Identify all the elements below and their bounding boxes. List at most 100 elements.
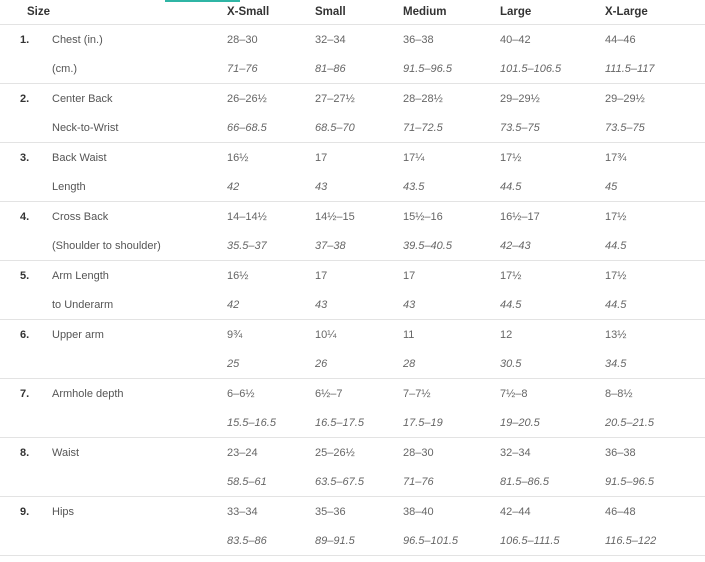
value-small-cm: 16.5–17.5 [315, 408, 403, 438]
row-number: 7. [20, 387, 30, 400]
value-x-large-cm: 91.5–96.5 [605, 467, 705, 497]
value-large-in: 12 [500, 328, 513, 341]
value-x-small-in: 6–6½ [227, 387, 255, 400]
measurement-row-8-inches: 8. Waist 23–24 25–26½ 28–30 32–34 36–38 [0, 438, 705, 468]
measurement-sublabel [52, 467, 227, 497]
value-x-small-in: 9¾ [227, 328, 243, 341]
measurement-row-6-cm: 25 26 28 30.5 34.5 [0, 349, 705, 379]
value-large-cm: 101.5–106.5 [500, 54, 605, 84]
value-small-cm: 63.5–67.5 [315, 467, 403, 497]
value-x-small-cm: 66–68.5 [227, 113, 315, 143]
value-large-cm: 44.5 [500, 290, 605, 320]
measurement-label: Upper arm [52, 328, 104, 341]
value-medium-in: 28–30 [403, 446, 434, 459]
value-small-in: 25–26½ [315, 446, 355, 459]
value-large-cm: 19–20.5 [500, 408, 605, 438]
value-x-small-cm: 83.5–86 [227, 526, 315, 556]
value-small-in: 14½–15 [315, 210, 355, 223]
value-x-large-in: 46–48 [605, 505, 636, 518]
measurement-sublabel [52, 408, 227, 438]
measurement-row-1-cm: (cm.) 71–76 81–86 91.5–96.5 101.5–106.5 111.5… [0, 54, 705, 84]
value-medium-cm: 91.5–96.5 [403, 54, 500, 84]
value-x-small-cm: 15.5–16.5 [227, 408, 315, 438]
measurement-label: Arm Length [52, 269, 109, 282]
measurement-row-7-inches: 7. Armhole depth 6–6½ 6½–7 7–7½ 7½–8 8–8½ [0, 379, 705, 409]
value-x-small-cm: 25 [227, 349, 315, 379]
row-number: 9. [20, 505, 30, 518]
value-x-large-in: 17½ [605, 210, 627, 223]
value-x-large-in: 8–8½ [605, 387, 633, 400]
value-small-in: 27–27½ [315, 92, 355, 105]
value-medium-cm: 71–76 [403, 467, 500, 497]
value-x-small-in: 28–30 [227, 33, 258, 46]
value-medium-in: 7–7½ [403, 387, 431, 400]
value-x-small-cm: 42 [227, 172, 315, 202]
measurement-sublabel: Length [52, 172, 227, 202]
row-number: 3. [20, 151, 30, 164]
value-x-small-in: 26–26½ [227, 92, 267, 105]
value-x-large-in: 17¾ [605, 151, 627, 164]
measurement-label: Hips [52, 505, 75, 518]
measurement-row-9-cm: 83.5–86 89–91.5 96.5–101.5 106.5–111.5 116.5… [0, 526, 705, 556]
value-medium-cm: 39.5–40.5 [403, 231, 500, 261]
value-x-small-in: 14–14½ [227, 210, 267, 223]
value-small-in: 35–36 [315, 505, 346, 518]
value-medium-in: 38–40 [403, 505, 434, 518]
value-x-large-cm: 116.5–122 [605, 526, 705, 556]
measurement-label: Back Waist [52, 151, 107, 164]
value-small-cm: 89–91.5 [315, 526, 403, 556]
value-medium-in: 28–28½ [403, 92, 443, 105]
value-large-in: 16½–17 [500, 210, 540, 223]
value-medium-in: 15½–16 [403, 210, 443, 223]
row-number: 6. [20, 328, 30, 341]
value-small-cm: 37–38 [315, 231, 403, 261]
value-large-cm: 73.5–75 [500, 113, 605, 143]
measurement-row-8-cm: 58.5–61 63.5–67.5 71–76 81.5–86.5 91.5–96.5 [0, 467, 705, 497]
value-medium-cm: 71–72.5 [403, 113, 500, 143]
value-medium-cm: 17.5–19 [403, 408, 500, 438]
value-small-in: 6½–7 [315, 387, 343, 400]
value-medium-in: 36–38 [403, 33, 434, 46]
value-x-large-cm: 45 [605, 172, 705, 202]
row-number: 8. [20, 446, 30, 459]
measurement-row-2-cm: Neck-to-Wrist 66–68.5 68.5–70 71–72.5 73.5–7… [0, 113, 705, 143]
value-small-in: 10¼ [315, 328, 337, 341]
value-large-cm: 106.5–111.5 [500, 526, 605, 556]
measurement-row-5-cm: to Underarm 42 43 43 44.5 44.5 [0, 290, 705, 320]
value-small-in: 17 [315, 269, 328, 282]
measurement-row-5-inches: 5. Arm Length 16½ 17 17 17½ 17½ [0, 261, 705, 291]
value-medium-cm: 43 [403, 290, 500, 320]
header-medium: Medium [403, 0, 500, 25]
measurement-sublabel: Neck-to-Wrist [52, 113, 227, 143]
measurement-row-2-inches: 2. Center Back 26–26½ 27–27½ 28–28½ 29–29½ 29–… [0, 84, 705, 114]
measurement-row-1-inches: 1. Chest (in.) 28–30 32–34 36–38 40–42 44–46 [0, 25, 705, 55]
value-x-small-cm: 42 [227, 290, 315, 320]
measurement-row-4-cm: (Shoulder to shoulder) 35.5–37 37–38 39.5–4… [0, 231, 705, 261]
value-x-large-in: 13½ [605, 328, 627, 341]
value-x-large-cm: 111.5–117 [605, 54, 705, 84]
header-large: Large [500, 0, 605, 25]
value-large-cm: 42–43 [500, 231, 605, 261]
value-small-cm: 43 [315, 290, 403, 320]
value-small-cm: 26 [315, 349, 403, 379]
size-chart-body: 1. Chest (in.) 28–30 32–34 36–38 40–42 44–46 (c… [0, 25, 705, 556]
measurement-label: Armhole depth [52, 387, 124, 400]
value-medium-in: 17 [403, 269, 416, 282]
value-small-in: 17 [315, 151, 328, 164]
value-large-cm: 81.5–86.5 [500, 467, 605, 497]
measurement-row-6-inches: 6. Upper arm 9¾ 10¼ 11 12 13½ [0, 320, 705, 350]
value-x-large-cm: 20.5–21.5 [605, 408, 705, 438]
value-large-in: 17½ [500, 151, 522, 164]
value-x-small-cm: 71–76 [227, 54, 315, 84]
value-x-small-in: 16½ [227, 269, 249, 282]
value-small-cm: 81–86 [315, 54, 403, 84]
value-small-cm: 68.5–70 [315, 113, 403, 143]
value-x-small-cm: 58.5–61 [227, 467, 315, 497]
value-x-large-in: 44–46 [605, 33, 636, 46]
measurement-sublabel [52, 526, 227, 556]
value-x-large-in: 36–38 [605, 446, 636, 459]
value-small-in: 32–34 [315, 33, 346, 46]
value-large-in: 42–44 [500, 505, 531, 518]
value-x-large-cm: 44.5 [605, 290, 705, 320]
